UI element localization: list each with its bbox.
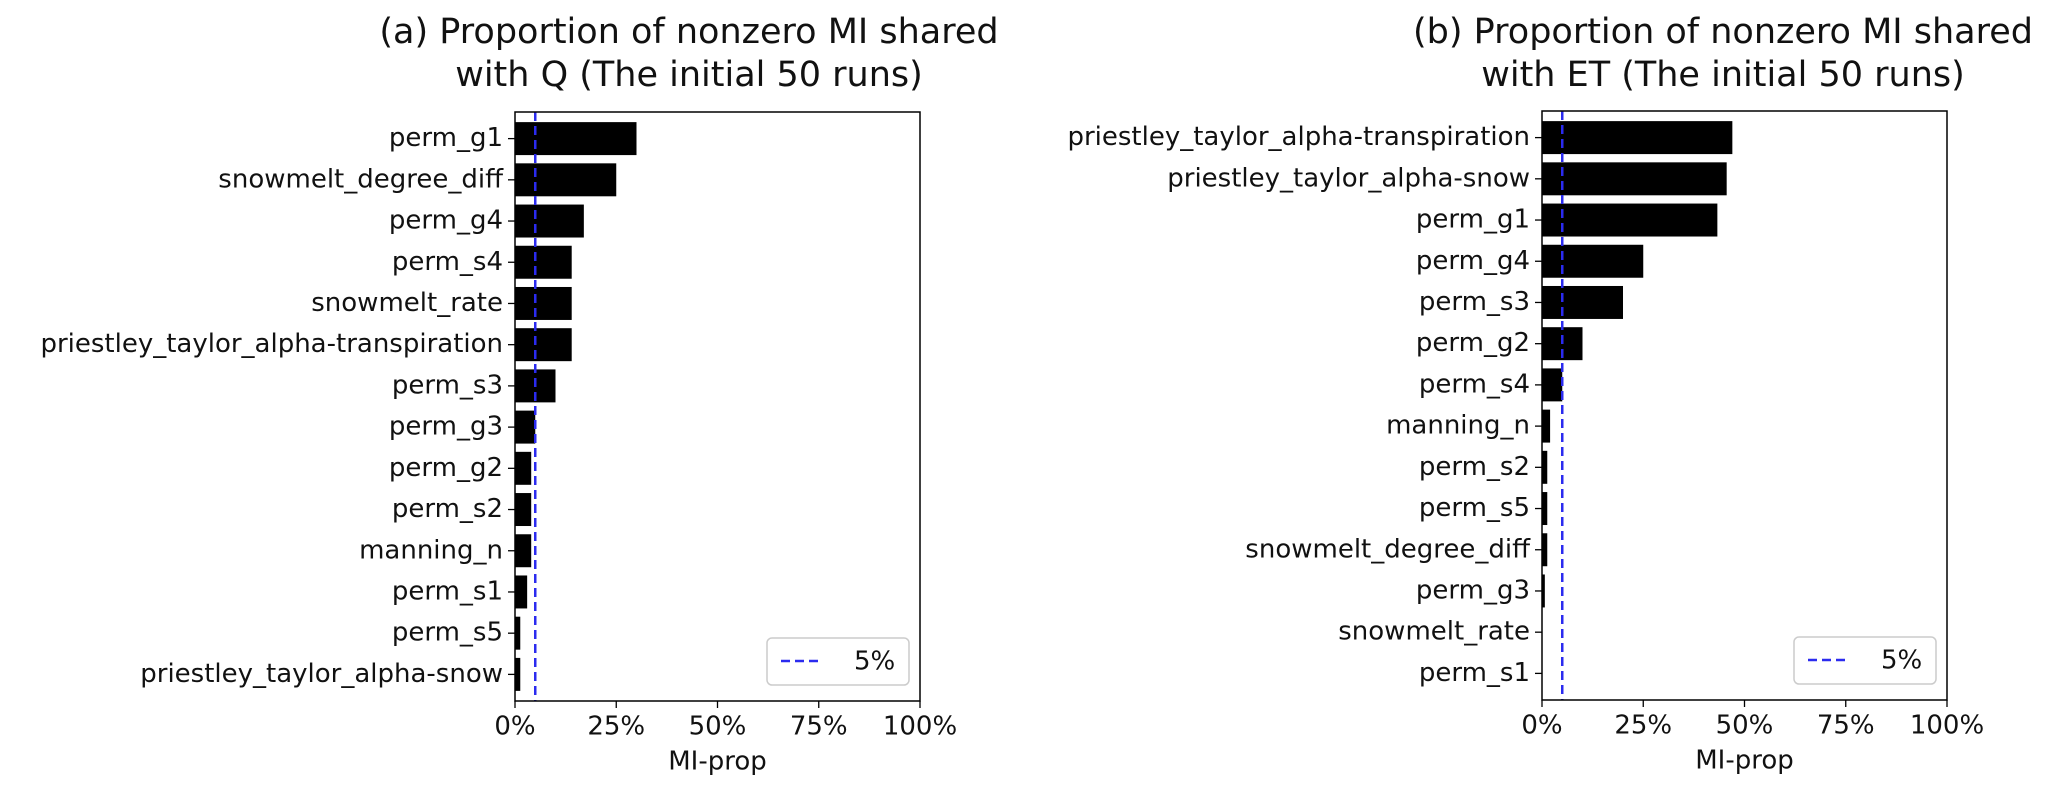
legend-label: 5% [1881, 646, 1922, 676]
x-tick-label: 50% [1716, 711, 1774, 741]
chart-title: with ET (The initial 50 runs) [1481, 55, 1965, 95]
y-tick-label: manning_n [1386, 411, 1530, 441]
y-tick-label: snowmelt_degree_diff [1245, 534, 1531, 564]
bar [515, 616, 521, 650]
bar [515, 493, 532, 527]
y-tick-label: perm_g4 [1416, 246, 1530, 276]
legend-label: 5% [854, 647, 895, 677]
bar [515, 122, 637, 156]
bar [1542, 409, 1551, 443]
y-tick-label: manning_n [359, 535, 503, 565]
bar [1542, 492, 1548, 526]
y-tick-label: priestley_taylor_alpha-transpiration [40, 329, 503, 359]
bar [1542, 285, 1623, 319]
y-tick-label: perm_s4 [392, 247, 503, 277]
y-tick-label: snowmelt_degree_diff [218, 164, 504, 194]
x-axis-label: MI-prop [668, 747, 767, 777]
y-tick-label: perm_g1 [1416, 205, 1530, 235]
bar [515, 245, 572, 279]
chart-title: with Q (The initial 50 runs) [455, 55, 923, 95]
y-tick-label: priestley_taylor_alpha-snow [140, 659, 503, 689]
x-tick-label: 25% [587, 712, 645, 742]
bar [1542, 203, 1718, 237]
y-tick-label: perm_g1 [389, 123, 503, 153]
bar [515, 657, 521, 691]
y-tick-label: perm_g2 [389, 453, 503, 483]
y-tick-label: perm_s2 [1419, 452, 1530, 482]
legend-box [1793, 636, 1937, 685]
x-tick-label: 25% [1614, 711, 1672, 741]
bar [1542, 450, 1548, 484]
bar [515, 204, 584, 238]
bar [1542, 162, 1727, 196]
bar [1542, 533, 1548, 567]
y-tick-label: priestley_taylor_alpha-transpiration [1067, 122, 1530, 152]
bar [1542, 368, 1563, 402]
x-tick-label: 100% [883, 712, 957, 742]
bar [1542, 574, 1545, 608]
x-tick-label: 50% [689, 712, 747, 742]
legend-box [766, 637, 910, 686]
y-tick-label: snowmelt_rate [1338, 617, 1530, 647]
y-tick-label: perm_g3 [1416, 575, 1530, 605]
y-tick-label: perm_s1 [1419, 658, 1530, 688]
bar [515, 328, 572, 362]
y-tick-label: perm_s4 [1419, 369, 1530, 399]
bar [515, 286, 572, 320]
y-tick-label: perm_g3 [389, 412, 503, 442]
x-axis-label: MI-prop [1695, 746, 1794, 776]
x-tick-label: 75% [790, 712, 848, 742]
y-tick-label: priestley_taylor_alpha-snow [1167, 163, 1530, 193]
bar [515, 163, 617, 197]
y-tick-label: perm_s5 [1419, 493, 1530, 523]
chart-title: (b) Proportion of nonzero MI shared [1413, 12, 2033, 52]
axes-frame [1541, 110, 1948, 701]
x-tick-label: 100% [1910, 711, 1984, 741]
y-tick-label: perm_s2 [392, 494, 503, 524]
x-tick-label: 0% [1521, 711, 1562, 741]
x-tick-label: 0% [494, 712, 535, 742]
y-tick-label: perm_s3 [1419, 287, 1530, 317]
bar [515, 410, 536, 444]
bar [515, 451, 532, 485]
bar [515, 575, 528, 609]
x-tick-label: 75% [1817, 711, 1875, 741]
y-tick-label: perm_g4 [389, 206, 503, 236]
bar [1542, 121, 1733, 155]
bar [515, 534, 532, 568]
y-tick-label: perm_s5 [392, 618, 503, 648]
axes-frame [514, 111, 921, 702]
y-tick-label: perm_s3 [392, 370, 503, 400]
y-tick-label: snowmelt_rate [311, 288, 503, 318]
y-tick-label: perm_s1 [392, 576, 503, 606]
chart-title: (a) Proportion of nonzero MI shared [379, 12, 998, 52]
y-tick-label: perm_g2 [1416, 328, 1530, 358]
bar [1542, 244, 1644, 278]
